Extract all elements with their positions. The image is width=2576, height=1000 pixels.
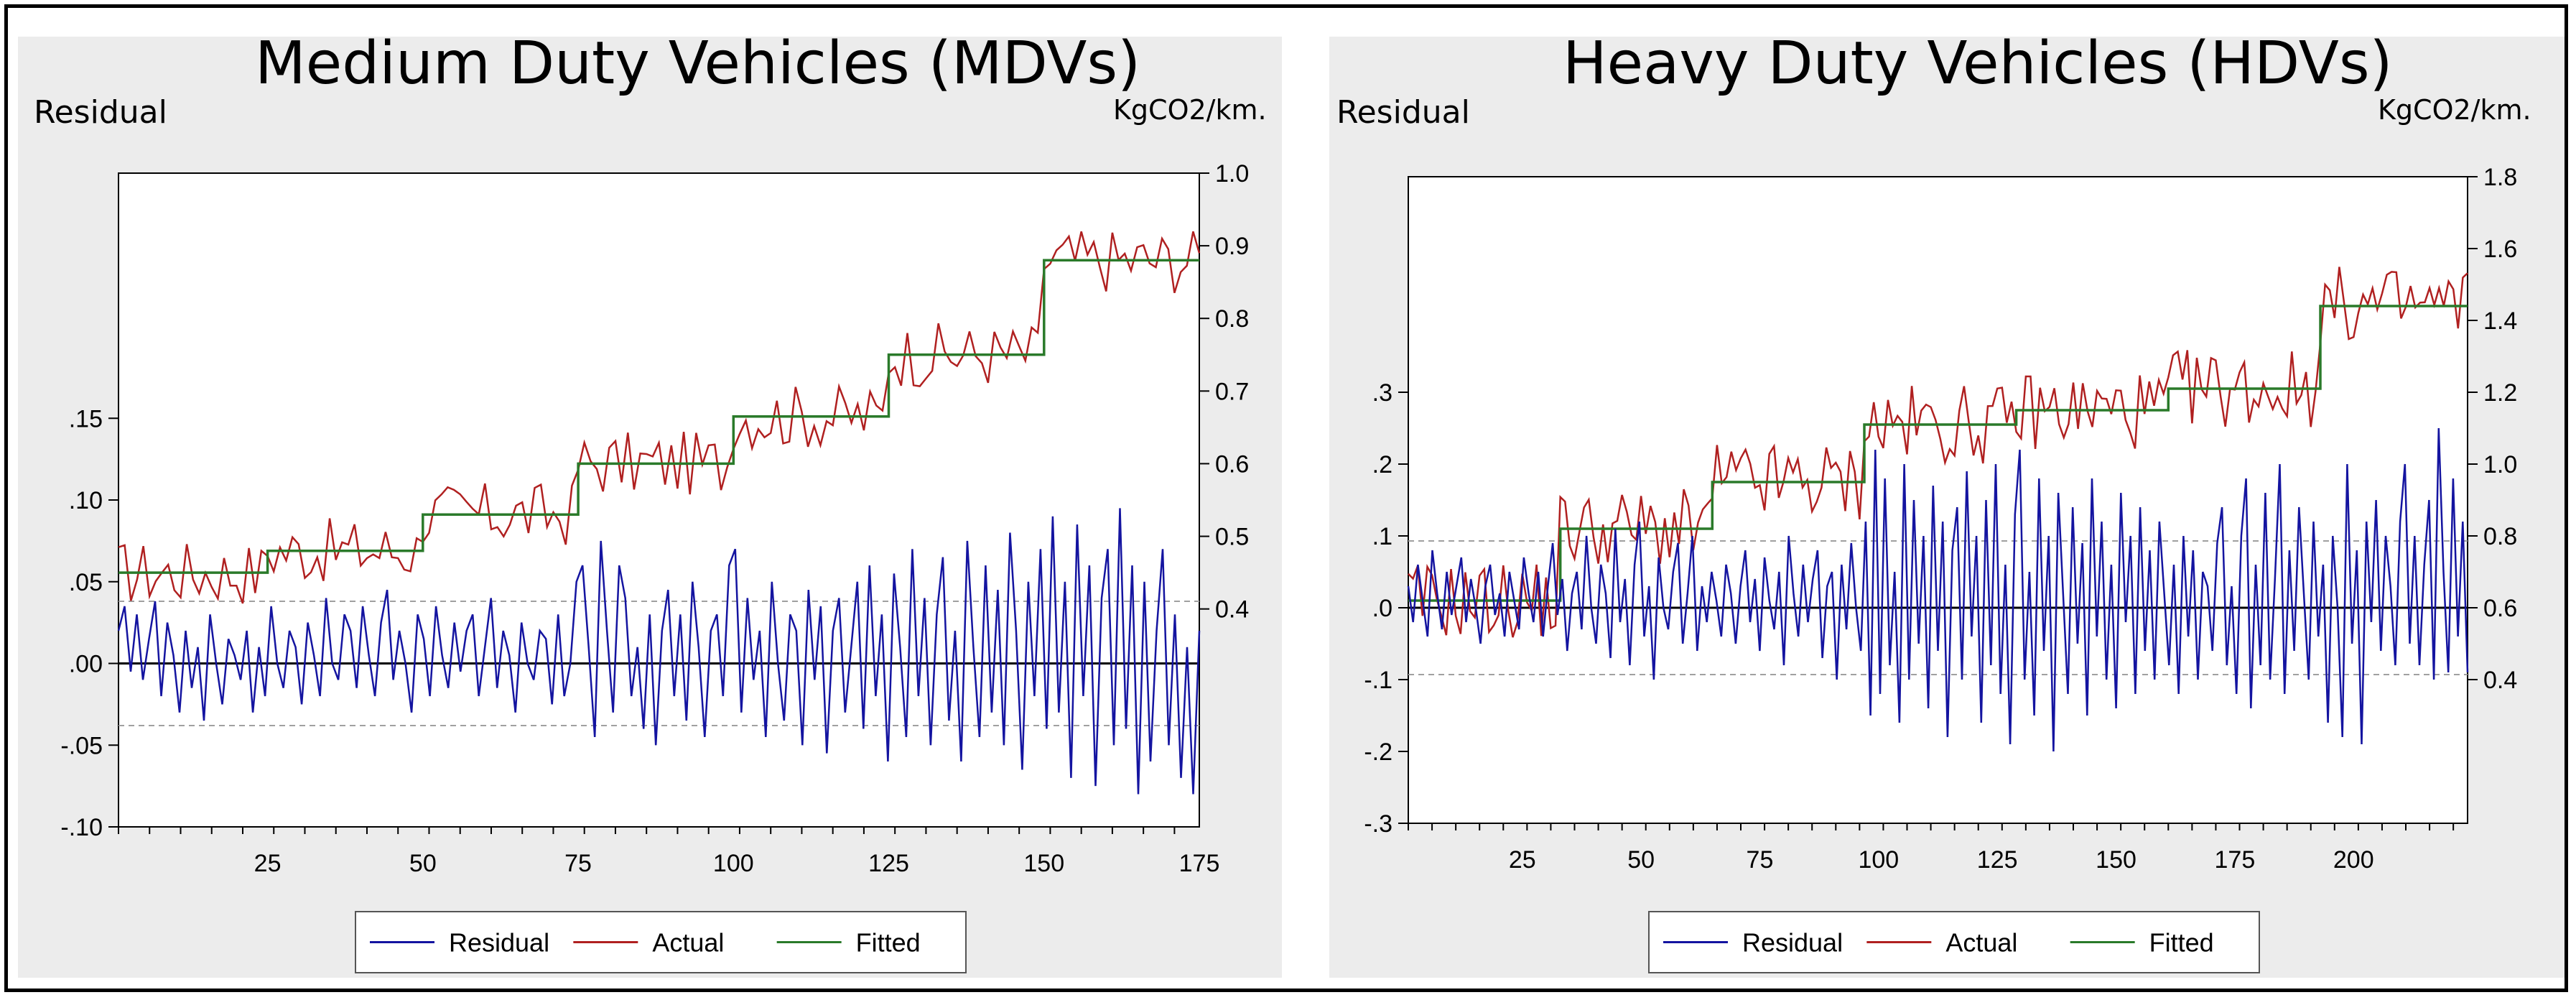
legend-label-residual: Residual [449, 928, 549, 958]
x-tick-label: 125 [868, 850, 909, 877]
right-tick-label: 0.4 [2483, 667, 2517, 694]
legend-label-fitted: Fitted [856, 928, 921, 958]
chart-title-mdv: Medium Duty Vehicles (MDVs) [255, 29, 1141, 98]
x-tick-label: 50 [1627, 846, 1655, 874]
left-tick-label: .2 [1372, 451, 1392, 478]
chart-mdv: -.10 -.05 .00 .05 .10 .15 0.4 0.5 0.6 0.7 0.8 0.9 1.… [60, 160, 1249, 973]
right-tick-label: 1.6 [2483, 236, 2517, 263]
right-tick-label: 0.4 [1215, 596, 1249, 624]
x-tick-label: 175 [1179, 850, 1220, 877]
plot-area [118, 172, 1200, 828]
left-tick-label: -.1 [1364, 667, 1392, 694]
right-tick-label: 0.8 [1215, 305, 1249, 333]
left-tick-label: -.3 [1364, 810, 1392, 838]
right-tick-label: 0.9 [1215, 233, 1249, 260]
right-axis-label-hdv: KgCO2/km. [2378, 94, 2531, 126]
figure-frame: -.10 -.05 .00 .05 .10 .15 0.4 0.5 0.6 0.7 0.8 0.9 1.… [4, 4, 2568, 992]
x-tick-label: 25 [254, 850, 282, 877]
x-tick-label: 25 [1509, 846, 1536, 874]
right-tick-label: 0.6 [2483, 595, 2517, 622]
actual-series-line [118, 231, 1201, 604]
left-tick-label: .10 [69, 487, 103, 514]
left-tick-label: .3 [1372, 379, 1392, 407]
left-tick-label: -.2 [1364, 739, 1392, 766]
right-tick-label: 1.8 [2483, 164, 2517, 191]
fitted-series-line [1408, 305, 2468, 602]
x-tick-label: 150 [1023, 850, 1064, 877]
legend-label-actual: Actual [1945, 928, 2017, 958]
x-tick-label: 200 [2333, 846, 2374, 874]
legend-label-actual: Actual [652, 928, 724, 958]
right-axis-label-mdv: KgCO2/km. [1113, 94, 1267, 126]
right-tick-label: 1.0 [1215, 160, 1249, 188]
left-tick-label: .05 [69, 569, 103, 596]
left-tick-label: .15 [69, 405, 103, 432]
x-tick-label: 150 [2096, 846, 2136, 874]
right-tick-label: 1.0 [2483, 451, 2517, 478]
x-tick-label: 100 [1858, 846, 1899, 874]
chart-title-hdv: Heavy Duty Vehicles (HDVs) [1563, 29, 2393, 98]
legend-label-fitted: Fitted [2149, 928, 2214, 958]
plot-area [1408, 176, 2468, 824]
x-tick-label: 75 [564, 850, 592, 877]
x-tick-label: 75 [1747, 846, 1774, 874]
legend: Residual Actual Fitted [1648, 911, 2260, 973]
legend-box [355, 911, 967, 973]
x-tick-label: 100 [713, 850, 754, 877]
right-tick-label: 0.7 [1215, 378, 1249, 405]
actual-series-line [1408, 267, 2468, 638]
left-tick-label: -.10 [60, 814, 103, 841]
right-tick-label: 0.6 [1215, 450, 1249, 478]
left-axis-label-hdv: Residual [1336, 94, 1470, 131]
right-tick-label: 1.2 [2483, 379, 2517, 407]
left-tick-label: .0 [1372, 595, 1392, 622]
legend: Residual Actual Fitted [355, 911, 967, 973]
x-tick-label: 125 [1977, 846, 2018, 874]
panel-mdv: -.10 -.05 .00 .05 .10 .15 0.4 0.5 0.6 0.7 0.8 0.9 1.… [18, 29, 1282, 978]
right-tick-label: 0.5 [1215, 524, 1249, 551]
residual-series-line [117, 508, 1201, 795]
left-axis-label-mdv: Residual [34, 94, 167, 131]
fitted-series-line [118, 259, 1199, 574]
x-tick-label: 175 [2215, 846, 2256, 874]
x-tick-label: 50 [409, 850, 437, 877]
left-tick-label: .00 [69, 651, 103, 678]
left-tick-label: -.05 [60, 732, 103, 759]
chart-hdv: -.3 -.2 -.1 .0 .1 .2 .3 0.4 0.6 0.8 1.0 1.2 1.4 1.6 1.… [1364, 164, 2517, 973]
legend-label-residual: Residual [1742, 928, 1843, 958]
right-tick-label: 0.8 [2483, 523, 2517, 550]
left-tick-label: .1 [1372, 523, 1392, 550]
right-tick-label: 1.4 [2483, 307, 2517, 335]
legend-box [1648, 911, 2260, 973]
residual-series-line [1407, 427, 2469, 752]
panel-hdv: -.3 -.2 -.1 .0 .1 .2 .3 0.4 0.6 0.8 1.0 1.2 1.4 1.6 1.… [1329, 29, 2565, 978]
